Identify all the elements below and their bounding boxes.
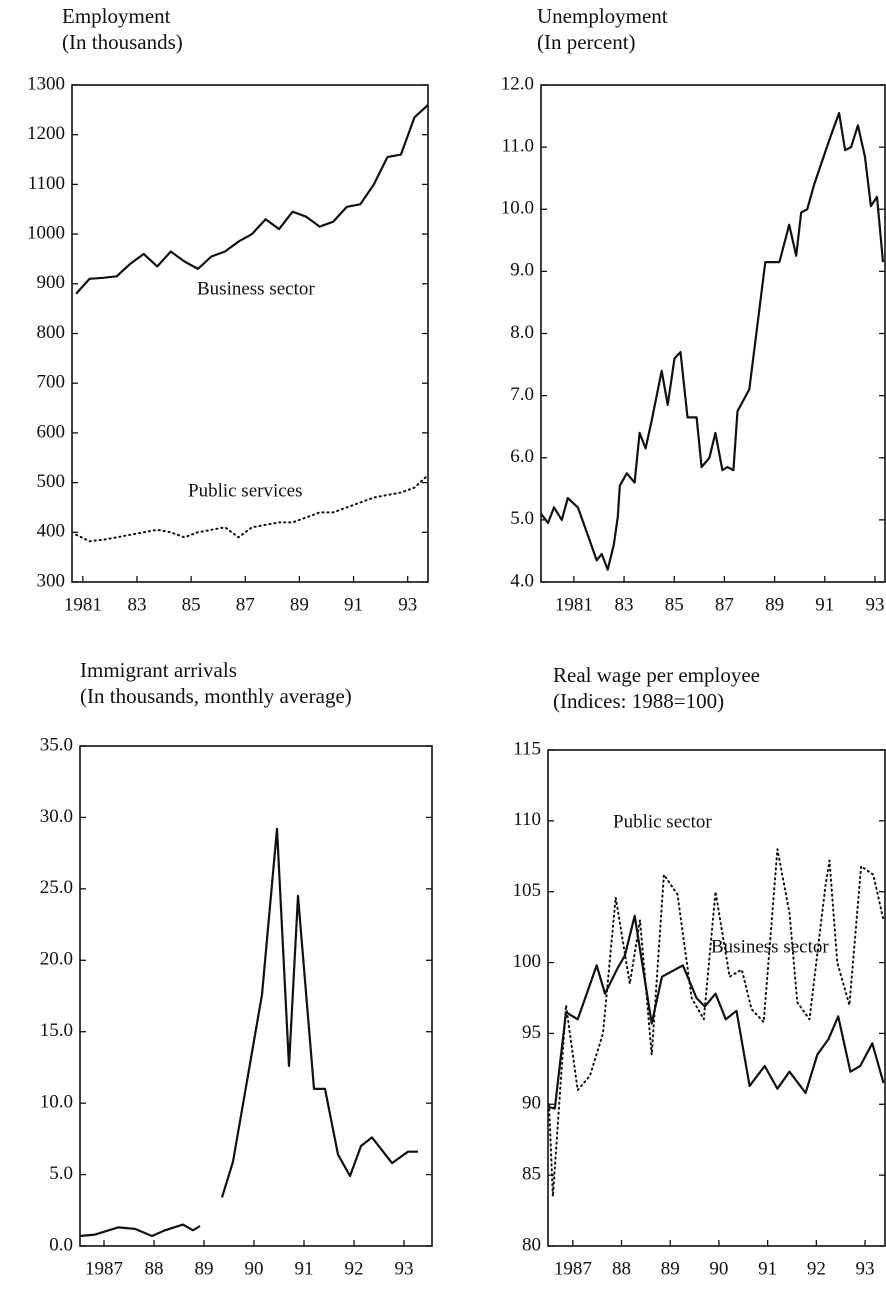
y-tick-label: 1100 [28, 173, 65, 194]
x-tick-label: 91 [815, 594, 834, 615]
plot-frame [71, 84, 429, 583]
x-tick-label: 85 [665, 594, 684, 615]
y-tick-label: 105 [513, 880, 542, 901]
chart-subtitle: (In thousands) [62, 30, 183, 54]
x-tick-label: 89 [765, 594, 784, 615]
x-tick-label: 93 [856, 1258, 875, 1279]
chart-title: Immigrant arrivals [80, 658, 237, 682]
y-tick-label: 80 [522, 1234, 541, 1255]
x-tick-label: 1987 [554, 1258, 592, 1279]
y-tick-label: 25.0 [40, 877, 73, 898]
y-tick-label: 1300 [27, 73, 65, 94]
y-tick-label: 9.0 [510, 260, 534, 281]
y-tick-label: 1000 [27, 222, 65, 243]
y-tick-label: 8.0 [510, 322, 534, 343]
plot-frame [79, 745, 433, 1247]
x-tick-label: 89 [195, 1258, 214, 1279]
x-tick-label: 91 [758, 1258, 777, 1279]
x-tick-label: 87 [715, 594, 734, 615]
x-tick-label: 91 [295, 1258, 314, 1279]
x-tick-label: 89 [661, 1258, 680, 1279]
x-tick-label: 90 [245, 1258, 264, 1279]
y-tick-label: 30.0 [40, 806, 73, 827]
y-tick-label: 20.0 [40, 949, 73, 970]
y-tick-label: 900 [37, 272, 66, 293]
y-tick-label: 4.0 [510, 570, 534, 591]
y-tick-label: 10.0 [40, 1092, 73, 1113]
x-tick-label: 1981 [64, 594, 102, 615]
chart-subtitle: (Indices: 1988=100) [553, 689, 724, 713]
series-label: Business sector [711, 936, 829, 957]
x-tick-label: 92 [345, 1258, 364, 1279]
x-tick-label: 93 [398, 594, 417, 615]
x-tick-label: 87 [236, 594, 255, 615]
y-tick-label: 400 [37, 521, 66, 542]
y-tick-label: 15.0 [40, 1020, 73, 1041]
y-tick-label: 10.0 [501, 198, 534, 219]
x-tick-label: 88 [612, 1258, 631, 1279]
chart-subtitle: (In thousands, monthly average) [80, 684, 352, 708]
plot-frame [540, 84, 886, 583]
chart-title: Unemployment [537, 4, 668, 28]
x-tick-label: 90 [709, 1258, 728, 1279]
x-tick-label: 1987 [85, 1258, 123, 1279]
series-line [548, 848, 885, 1198]
x-tick-label: 83 [615, 594, 634, 615]
series-label: Public sector [613, 811, 712, 832]
x-tick-label: 89 [290, 594, 309, 615]
y-tick-label: 110 [513, 809, 541, 830]
y-tick-label: 800 [37, 322, 66, 343]
x-tick-label: 93 [865, 594, 884, 615]
y-tick-label: 12.0 [501, 73, 534, 94]
x-tick-label: 88 [145, 1258, 164, 1279]
chart-title: Employment [62, 4, 171, 28]
series-line [75, 104, 429, 295]
y-tick-label: 90 [522, 1093, 541, 1114]
series-line [540, 111, 885, 571]
y-tick-label: 600 [37, 421, 66, 442]
y-tick-label: 35.0 [40, 734, 73, 755]
plot-frame [547, 749, 886, 1247]
series-label: Business sector [197, 278, 315, 299]
x-tick-label: 91 [344, 594, 363, 615]
chart-title: Real wage per employee [553, 663, 760, 687]
chart-subtitle: (In percent) [537, 30, 636, 54]
y-tick-label: 11.0 [501, 135, 534, 156]
y-tick-label: 85 [522, 1164, 541, 1185]
y-tick-label: 300 [37, 570, 66, 591]
y-tick-label: 0.0 [49, 1234, 73, 1255]
y-tick-label: 115 [513, 738, 541, 759]
series-line [75, 474, 429, 543]
x-tick-label: 1981 [555, 594, 593, 615]
y-tick-label: 100 [513, 951, 542, 972]
y-tick-label: 6.0 [510, 446, 534, 467]
y-tick-label: 5.0 [510, 508, 534, 529]
y-tick-label: 1200 [27, 123, 65, 144]
y-tick-label: 95 [522, 1022, 541, 1043]
series-line [548, 914, 885, 1110]
x-tick-label: 93 [395, 1258, 414, 1279]
x-tick-label: 83 [127, 594, 146, 615]
series-line [79, 827, 418, 1238]
x-tick-label: 85 [182, 594, 201, 615]
y-tick-label: 7.0 [510, 384, 534, 405]
y-tick-label: 500 [37, 471, 66, 492]
series-label: Public services [188, 480, 303, 501]
y-tick-label: 5.0 [49, 1163, 73, 1184]
x-tick-label: 92 [807, 1258, 826, 1279]
y-tick-label: 700 [37, 372, 66, 393]
